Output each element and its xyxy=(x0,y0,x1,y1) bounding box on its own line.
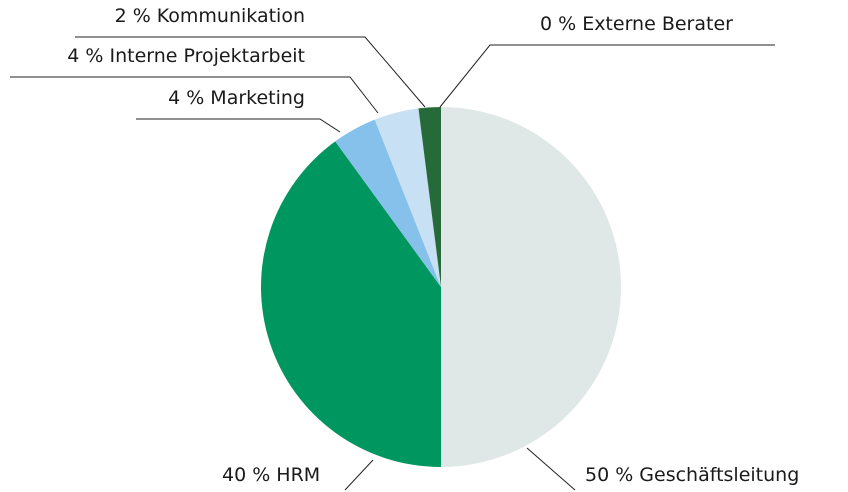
slice-value: 0 % xyxy=(540,13,576,35)
slice-value: 4 % xyxy=(168,87,204,109)
pie-slice xyxy=(418,107,441,287)
slice-name: HRM xyxy=(276,464,320,486)
leader-line xyxy=(526,447,576,491)
slice-name: Externe Berater xyxy=(582,13,733,35)
pie-slice xyxy=(374,108,441,287)
leader-line xyxy=(75,36,426,108)
pie-slice xyxy=(441,107,621,467)
leader-line xyxy=(344,459,374,491)
slice-label: 50 % Geschäftsleitung xyxy=(585,464,799,486)
slice-name: Interne Projektarbeit xyxy=(109,45,305,67)
slice-label: 40 % HRM xyxy=(222,464,320,486)
slice-label: 2 % Kommunikation xyxy=(115,5,305,27)
slice-value: 40 % xyxy=(222,464,270,486)
slice-name: Kommunikation xyxy=(157,5,305,27)
slice-label: 4 % Marketing xyxy=(168,87,305,109)
slice-value: 2 % xyxy=(115,5,151,27)
slice-name: Geschäftsleitung xyxy=(639,464,799,486)
slice-name: Marketing xyxy=(210,87,305,109)
slice-label: 0 % Externe Berater xyxy=(540,13,733,35)
slice-label: 4 % Interne Projektarbeit xyxy=(67,45,305,67)
leader-line xyxy=(10,76,379,114)
pie-slice xyxy=(335,119,441,288)
leader-line xyxy=(439,44,775,108)
leader-line xyxy=(136,118,341,133)
slice-value: 4 % xyxy=(67,45,103,67)
slice-value: 50 % xyxy=(585,464,633,486)
pie-slice xyxy=(261,141,441,467)
